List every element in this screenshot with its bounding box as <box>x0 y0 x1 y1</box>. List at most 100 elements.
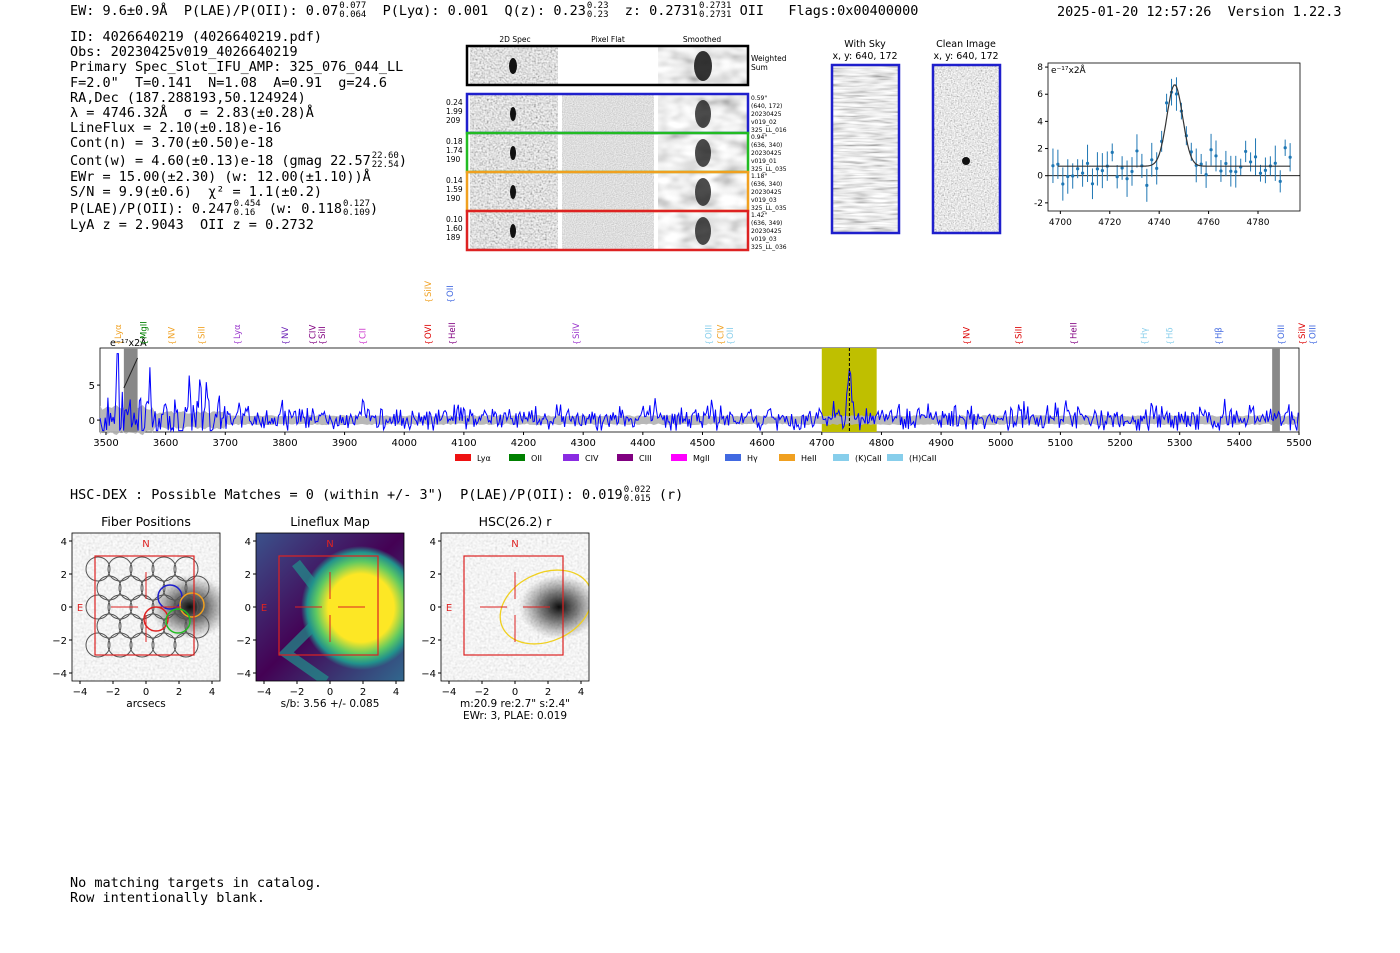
panel-title: HSC(26.2) r <box>479 514 553 529</box>
spectrum-marker-brace: { <box>424 340 433 345</box>
fiber-circle <box>151 632 177 658</box>
zoom-data-point <box>1085 161 1090 165</box>
info-radec: RA,Dec (187.288193,50.124924) <box>70 89 306 106</box>
header-flags: Flags:0x00400000 <box>788 3 919 19</box>
panel-ytick-label: 2 <box>61 570 67 581</box>
panel-xtick-label: 2 <box>360 687 366 698</box>
fiber-green <box>165 608 191 634</box>
zoom-data-point <box>1283 146 1287 150</box>
cutout-row-v1: 0.24 <box>446 98 463 107</box>
hsc-dex-summary: HSC-DEX : Possible Matches = 0 (within +… <box>70 485 684 504</box>
legend-label: HeII <box>801 454 817 463</box>
spectrum-line-marker: {Lyα <box>233 324 243 345</box>
zoom-ytick-label: -2 <box>1034 199 1043 209</box>
cutout-row-info-i5: 325_LL_016 <box>751 127 787 134</box>
header-ew: EW: 9.6±0.9Å <box>70 3 168 19</box>
spectrum-mask-hatch <box>123 357 139 389</box>
spectrum-marker-brace: { <box>114 340 123 345</box>
zoom-data-point <box>1199 162 1203 166</box>
spectrum-line-marker: {OIII <box>1277 325 1287 345</box>
fiber-circle <box>85 556 111 582</box>
spectrum-marker-brace: { <box>197 340 206 345</box>
spectrum-line-marker: {HeII <box>1070 322 1080 345</box>
spectrum-line-marker: {SiIV <box>1298 323 1308 345</box>
spectrum-marker-brace: { <box>140 340 149 345</box>
spectrum-xtick-label: 4700 <box>809 438 834 449</box>
panel-title: Fiber Positions <box>101 514 191 529</box>
spectrum-line-marker: {CII <box>358 328 368 345</box>
panel-ytick-label: 4 <box>245 537 251 548</box>
compass-north: N <box>142 539 149 550</box>
spectrum-marker-label: SiII <box>197 326 207 339</box>
footer-line1: No matching targets in catalog. <box>70 875 322 891</box>
galaxy-blob <box>519 575 589 639</box>
spectrum-line-marker: {OIII <box>1309 325 1319 345</box>
legend-label: CIII <box>639 454 652 463</box>
footer-message: No matching targets in catalog. Row inte… <box>70 875 322 907</box>
spectrum-marker-label: Hβ <box>1214 327 1224 339</box>
cutout-row-v1: 0.14 <box>446 176 463 185</box>
zoom-data-point <box>1056 162 1060 166</box>
panel-xtick-label: 2 <box>545 687 551 698</box>
panel-ytick-label: 0 <box>245 603 251 614</box>
spectrum-xtick-label: 4900 <box>928 438 953 449</box>
spectrum-marker-label: MgII <box>140 321 150 339</box>
cutout-2d-emission <box>510 107 516 121</box>
zoom-model-line <box>1057 84 1291 167</box>
clean-image-title: Clean Image <box>936 39 996 50</box>
spectrum-upper-brace: { <box>424 298 433 303</box>
zoom-ylabel: e⁻¹⁷x2Å <box>1051 64 1087 76</box>
spectrum-line-marker: {NV <box>963 327 973 345</box>
with-sky-image <box>832 65 899 233</box>
footer-line2: Row intentionally blank. <box>70 890 266 907</box>
compass-north: N <box>326 539 333 550</box>
compass-east: E <box>446 603 452 614</box>
spectrum-marker-label: SiII <box>318 326 328 339</box>
header-z-range: 0.2731 0.2731 <box>698 1 732 20</box>
spectrum-marker-brace: { <box>1015 340 1024 345</box>
imaging-panel: N E −4 −2 0 2 4 4 2 0 −2 −4 Lineflux Map s/b: 3.56 +/… <box>236 514 405 710</box>
zoom-data-point <box>1248 160 1253 164</box>
hsc-dex-range: 0.022 0.015 <box>623 485 651 504</box>
panel-ytick-label: 4 <box>430 537 436 548</box>
legend-swatch <box>455 454 471 461</box>
spectrum-xtick-label: 5400 <box>1227 438 1252 449</box>
spectrum-marker-brace: { <box>168 340 177 345</box>
zoom-data-point <box>1061 182 1065 186</box>
spectrum-marker-label: Hγ <box>1140 328 1150 339</box>
zoom-xtick-label: 4740 <box>1148 218 1171 228</box>
spectrum-line-marker: {SiIV <box>572 323 582 345</box>
spectrum-xtick-label: 4100 <box>451 438 476 449</box>
cutout-smooth-emission <box>695 217 711 245</box>
cutout-row-v3: 189 <box>446 233 461 242</box>
legend-swatch <box>779 454 795 461</box>
spectrum-marker-label: OIII <box>1277 325 1287 339</box>
panel-image <box>441 533 589 681</box>
zoom-data-point <box>1071 174 1075 178</box>
header-qz: Q(z): 0.23 <box>504 3 586 19</box>
cutout-col-flat: Pixel Flat <box>591 35 625 44</box>
sky-panels: With Sky x, y: 640, 172 Clean Image x, y… <box>830 39 1002 235</box>
spectrum-marker-brace: { <box>1298 340 1307 345</box>
spectrum-marker-label: Lyα <box>233 324 243 339</box>
legend-label: Hγ <box>747 454 758 463</box>
fiber-orange <box>179 592 205 618</box>
fiber-circle <box>129 556 155 582</box>
zoom-data-point <box>1115 175 1119 179</box>
spectrum-upper-marker: {SiIV <box>424 281 434 303</box>
zoom-data-point <box>1219 169 1223 173</box>
spectrum-marker-label: SiIV <box>1298 323 1308 339</box>
legend-label: CIV <box>585 454 599 463</box>
zoom-ytick-label: 8 <box>1037 63 1043 73</box>
cutout-row-info-i2: (636, 340) <box>751 142 782 149</box>
zoom-data-point <box>1145 183 1149 187</box>
legend-label: OII <box>531 454 542 463</box>
header-plae: P(LAE)/P(OII): 0.07 <box>183 3 339 19</box>
cutout-flat-image <box>562 212 654 249</box>
fiber-circle <box>184 575 210 601</box>
zoom-data-point <box>1204 173 1208 177</box>
spectrum-xtick-label: 3800 <box>272 438 297 449</box>
cutout-2d-emission <box>510 185 516 199</box>
spectrum-ytick-label: 0 <box>89 416 95 427</box>
